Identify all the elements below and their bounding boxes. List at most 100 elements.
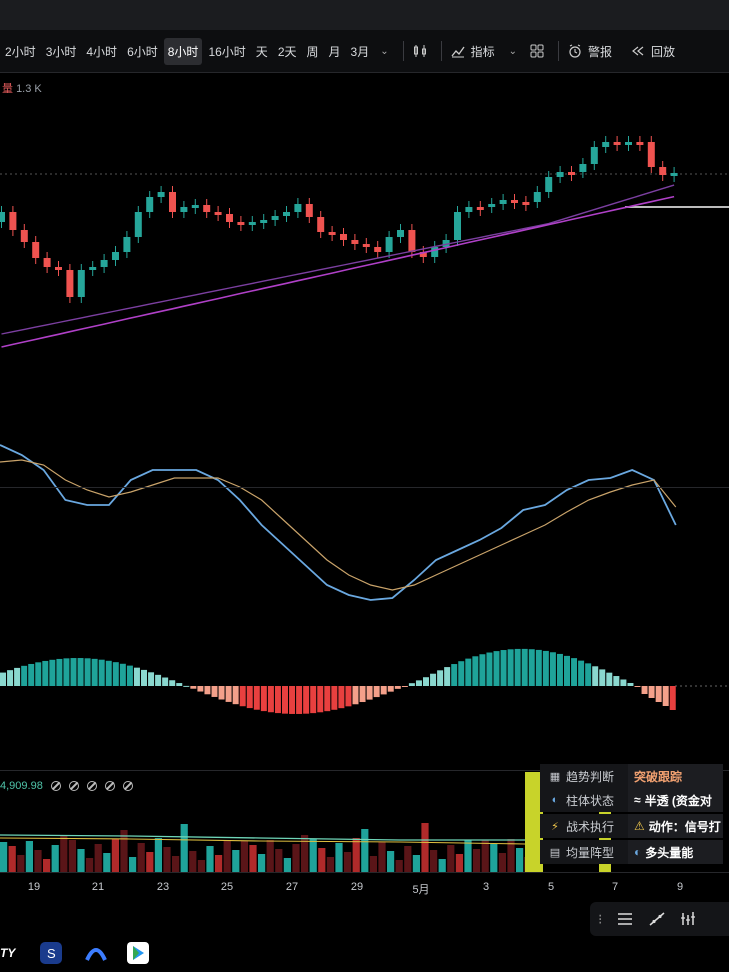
volume-bar bbox=[129, 857, 137, 872]
histogram-bar bbox=[155, 674, 162, 686]
replay-label: 回放 bbox=[651, 44, 676, 59]
drag-handle-icon[interactable]: ⁝ bbox=[598, 910, 603, 927]
panel-value: 突破跟踪 bbox=[634, 769, 683, 784]
volume-bar bbox=[258, 854, 266, 872]
histogram-bar bbox=[324, 686, 331, 712]
hide-icon[interactable] bbox=[68, 781, 79, 791]
indicators-button[interactable]: 指标 bbox=[450, 43, 495, 60]
time-axis[interactable]: 19 21 23 25 27 29 5月 3 5 7 9 bbox=[0, 872, 729, 901]
histogram-bar bbox=[42, 660, 49, 686]
histogram-bar bbox=[599, 669, 606, 686]
hide-icon[interactable] bbox=[122, 781, 133, 791]
volume-bar bbox=[507, 839, 515, 872]
candle bbox=[32, 242, 40, 258]
candle bbox=[397, 230, 404, 237]
histogram-bar bbox=[620, 679, 627, 686]
candle bbox=[226, 214, 233, 222]
timeframe-3h[interactable]: 3小时 bbox=[45, 44, 77, 59]
hide-icon[interactable] bbox=[50, 781, 61, 791]
candle bbox=[55, 267, 62, 270]
candle-type-button[interactable] bbox=[412, 43, 433, 59]
histogram-bar bbox=[549, 652, 556, 686]
timeframe-1m[interactable]: 月 bbox=[328, 44, 341, 59]
pane-separator[interactable] bbox=[0, 487, 729, 488]
panel-row-label: ▦ 趋势判断 bbox=[540, 764, 628, 788]
wave-icon: ▦ bbox=[549, 770, 561, 783]
hide-icon[interactable] bbox=[104, 781, 115, 791]
alerts-button[interactable]: 警报 bbox=[567, 43, 612, 60]
histogram-bar bbox=[260, 686, 267, 712]
timeframe-6h[interactable]: 6小时 bbox=[127, 44, 158, 59]
histogram-bar bbox=[317, 686, 324, 713]
trendline-icon[interactable] bbox=[648, 911, 666, 927]
histogram-bar bbox=[641, 686, 648, 694]
candle bbox=[602, 142, 610, 147]
histogram-bar bbox=[514, 648, 521, 686]
timeframe-16h[interactable]: 16小时 bbox=[208, 44, 246, 59]
wave-icon: ◐ bbox=[551, 794, 559, 806]
volume-ma-line bbox=[0, 834, 525, 841]
app-icon-s[interactable]: S bbox=[40, 942, 62, 964]
timeframe-3m[interactable]: 3月 bbox=[350, 44, 370, 59]
histogram-bar bbox=[239, 686, 246, 707]
timeframe-4h[interactable]: 4小时 bbox=[86, 44, 118, 59]
play-store-icon[interactable] bbox=[127, 942, 149, 964]
volume-bar bbox=[301, 835, 309, 872]
timeframe-2h[interactable]: 2小时 bbox=[5, 44, 36, 59]
volume-bar bbox=[197, 860, 205, 872]
histogram-bar bbox=[556, 653, 563, 686]
volume-bar bbox=[481, 840, 489, 872]
candle bbox=[408, 230, 416, 252]
volume-bar bbox=[103, 853, 111, 872]
indicator-value: 4,909.98 bbox=[0, 780, 43, 792]
chevron-down-icon[interactable]: ⌄ bbox=[508, 45, 518, 57]
candle bbox=[374, 247, 382, 252]
timeframe-2d[interactable]: 2天 bbox=[277, 44, 297, 59]
histogram-bar bbox=[232, 686, 239, 705]
volume-ma-line bbox=[0, 837, 526, 845]
panel-label: 趋势判断 bbox=[566, 769, 615, 784]
histogram-bar bbox=[415, 680, 422, 686]
histogram-bar bbox=[176, 683, 183, 686]
candle bbox=[43, 258, 51, 267]
lines-icon[interactable] bbox=[616, 911, 634, 927]
layout-button[interactable] bbox=[529, 43, 550, 59]
pane-separator[interactable] bbox=[0, 770, 729, 771]
histogram-bar bbox=[274, 686, 281, 714]
app-icon-arc[interactable] bbox=[84, 942, 108, 964]
candle bbox=[522, 202, 530, 205]
histogram-bar bbox=[253, 686, 260, 710]
macd-pane bbox=[0, 444, 729, 714]
candle bbox=[100, 260, 108, 267]
volume-bar bbox=[232, 850, 240, 872]
candle bbox=[511, 200, 518, 203]
bars-icon[interactable] bbox=[680, 911, 698, 927]
volume-bar bbox=[215, 855, 223, 872]
volume-bar bbox=[395, 860, 403, 872]
panel-row: ▦ 趋势判断 突破跟踪 bbox=[540, 764, 723, 788]
timeframe-1d[interactable]: 天 bbox=[255, 44, 268, 59]
replay-button[interactable]: 回放 bbox=[630, 43, 675, 60]
chevron-down-icon[interactable]: ⌄ bbox=[380, 45, 389, 57]
histogram-bar bbox=[669, 686, 676, 710]
hide-icon[interactable] bbox=[86, 781, 97, 791]
timeframe-8h[interactable]: 8小时 bbox=[163, 37, 203, 65]
histogram-bar bbox=[571, 658, 578, 686]
volume-value: 1.3 K bbox=[16, 83, 42, 95]
wave-icon: ◐ bbox=[634, 845, 642, 859]
volume-bar bbox=[8, 846, 16, 872]
histogram-bar bbox=[648, 686, 655, 698]
chart-canvas[interactable] bbox=[0, 72, 729, 872]
histogram-bar bbox=[507, 649, 514, 686]
volume-bar bbox=[51, 845, 59, 872]
histogram-bar bbox=[183, 685, 190, 687]
histogram-bar bbox=[437, 670, 444, 686]
candle bbox=[545, 177, 553, 192]
histogram-bar bbox=[310, 686, 317, 714]
histogram-bar bbox=[394, 686, 401, 689]
histogram-bar bbox=[0, 672, 6, 686]
histogram-bar bbox=[578, 660, 585, 686]
candle bbox=[237, 222, 245, 225]
timeframe-1w[interactable]: 周 bbox=[306, 44, 319, 59]
indicator-legend: 4,909.98 bbox=[0, 780, 133, 792]
